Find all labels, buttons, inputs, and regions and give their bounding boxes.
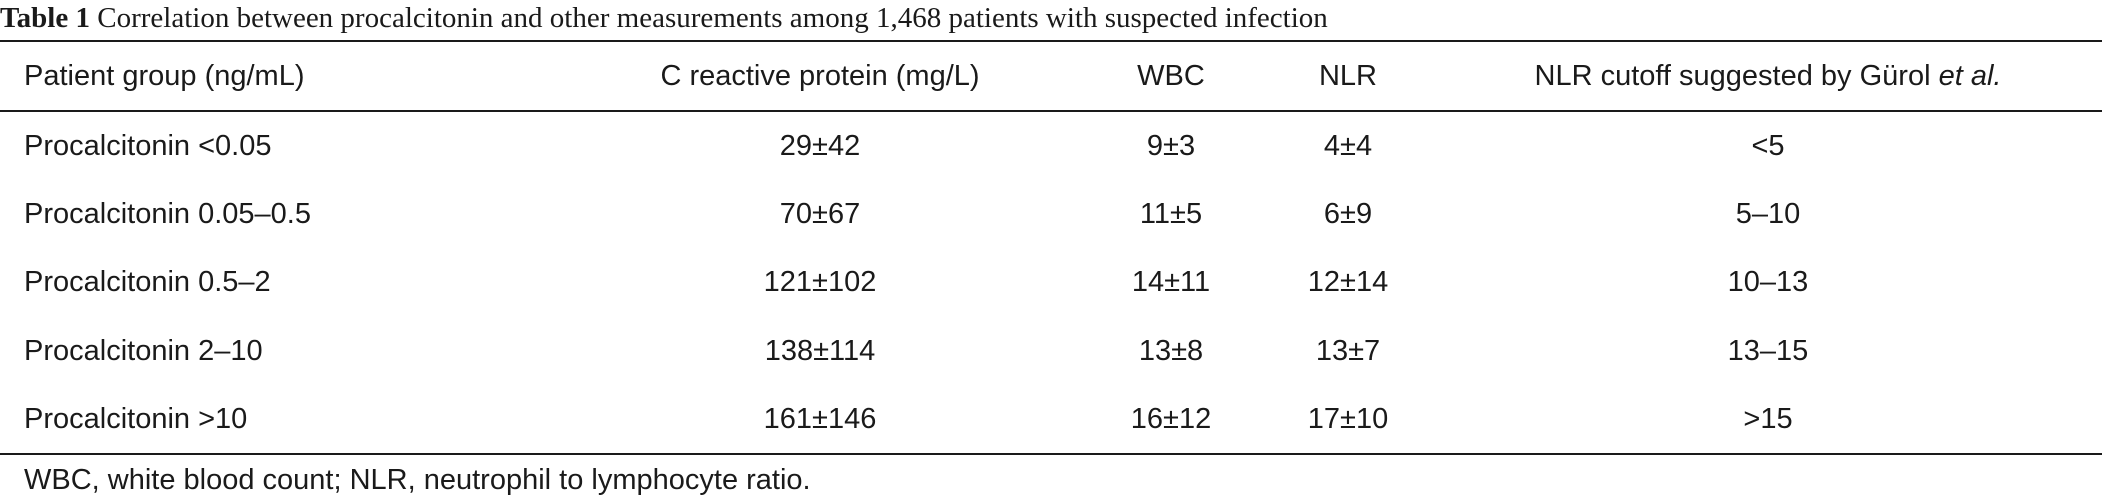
cell-nlr-cutoff: <5 (1751, 129, 1785, 162)
cell-crp: 121±102 (763, 266, 877, 299)
table-caption-label: Table 1 (0, 2, 90, 34)
cell-nlr-cutoff: 13–15 (1727, 334, 1809, 367)
header-crp: C reactive protein (mg/L) (660, 59, 980, 92)
cell-crp: 138±114 (764, 334, 876, 367)
cell-nlr-cutoff: 5–10 (1735, 198, 1801, 231)
cell-nlr-cutoff: 10–13 (1727, 266, 1809, 299)
cell-nlr: 13±7 (1315, 334, 1381, 367)
cell-nlr: 12±14 (1307, 266, 1389, 299)
cell-patient-group: Procalcitonin >10 (24, 403, 248, 436)
table-header-rule (0, 110, 2102, 112)
header-nlr-cutoff-etal: et al. (1938, 59, 2002, 92)
header-nlr-cutoff-text: NLR cutoff suggested by Gürol (1534, 59, 1939, 92)
cell-patient-group: Procalcitonin 0.5–2 (24, 266, 271, 299)
table-caption-text: Correlation between procalcitonin and ot… (97, 2, 1328, 34)
header-wbc: WBC (1137, 59, 1205, 92)
cell-wbc: 16±12 (1130, 403, 1212, 436)
table-row: Procalcitonin >10 161±146 16±12 17±10 >1… (0, 386, 2102, 454)
cell-crp: 70±67 (779, 198, 861, 231)
table-header-row: Patient group (ng/mL) C reactive protein… (0, 42, 2102, 110)
table-bottom-rule (0, 453, 2102, 455)
cell-crp: 29±42 (779, 129, 861, 162)
cell-nlr: 17±10 (1307, 403, 1389, 436)
table-row: Procalcitonin 0.5–2 121±102 14±11 12±14 … (0, 249, 2102, 317)
header-nlr-cutoff: NLR cutoff suggested by Gürol et al. (1434, 42, 2102, 110)
table-row: Procalcitonin 2–10 138±114 13±8 13±7 13–… (0, 317, 2102, 385)
cell-patient-group: Procalcitonin <0.05 (24, 129, 272, 162)
table-row: Procalcitonin 0.05–0.5 70±67 11±5 6±9 5–… (0, 180, 2102, 248)
cell-nlr: 6±9 (1323, 198, 1373, 231)
table-caption: Table 1 Correlation between procalcitoni… (0, 0, 1328, 40)
header-patient-group: Patient group (ng/mL) (24, 59, 305, 92)
header-nlr: NLR (1318, 59, 1377, 92)
cell-wbc: 13±8 (1138, 334, 1204, 367)
data-table: Patient group (ng/mL) C reactive protein… (0, 42, 2102, 454)
cell-crp: 161±146 (763, 403, 877, 436)
cell-patient-group: Procalcitonin 2–10 (24, 334, 263, 367)
table-top-rule (0, 40, 2102, 42)
cell-wbc: 11±5 (1139, 198, 1203, 231)
cell-patient-group: Procalcitonin 0.05–0.5 (24, 198, 311, 231)
cell-wbc: 14±11 (1131, 266, 1211, 299)
cell-nlr-cutoff: >15 (1743, 403, 1793, 436)
table-footnote: WBC, white blood count; NLR, neutrophil … (24, 464, 811, 496)
table-row: Procalcitonin <0.05 29±42 9±3 4±4 <5 (0, 112, 2102, 180)
cell-nlr: 4±4 (1323, 129, 1373, 162)
cell-wbc: 9±3 (1146, 129, 1196, 162)
